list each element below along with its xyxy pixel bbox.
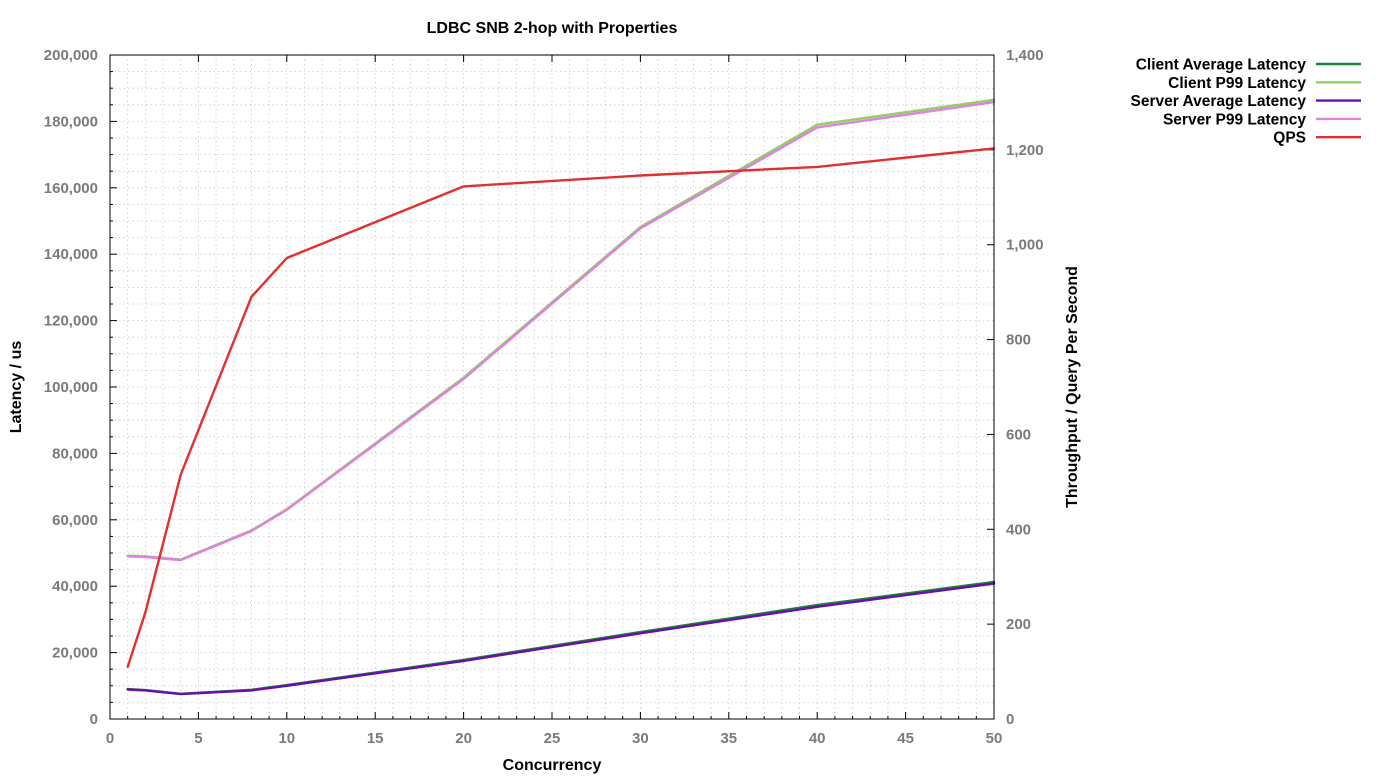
y2-axis-label: Throughput / Query Per Second (1064, 266, 1081, 508)
x-tick-label: 15 (367, 730, 384, 747)
y2-tick-label: 1,400 (1006, 47, 1044, 64)
x-axis-label: Concurrency (503, 757, 602, 774)
y2-tick-label: 0 (1006, 711, 1014, 728)
x-tick-label: 0 (106, 730, 114, 747)
y2-tick-label: 800 (1006, 332, 1031, 349)
x-tick-label: 30 (632, 730, 649, 747)
grid (110, 55, 994, 719)
y-tick-label: 100,000 (44, 379, 98, 396)
y-axis-label: Latency / us (8, 341, 25, 434)
y-tick-label: 60,000 (52, 512, 98, 529)
y-tick-label: 140,000 (44, 246, 98, 263)
y-tick-label: 0 (90, 711, 98, 728)
y-tick-label: 180,000 (44, 113, 98, 130)
legend-label-qps: QPS (1273, 130, 1306, 147)
x-tick-label: 45 (897, 730, 914, 747)
series-line-server-average-latency (126, 582, 996, 696)
y-tick-label: 200,000 (44, 47, 98, 64)
y2-tick-label: 1,000 (1006, 237, 1044, 254)
legend-label-server-average-latency: Server Average Latency (1131, 93, 1307, 110)
legend-label-client-average-latency: Client Average Latency (1136, 57, 1307, 74)
y2-tick-label: 200 (1006, 616, 1031, 633)
series-line-qps (126, 147, 996, 668)
x-tick-label: 20 (455, 730, 472, 747)
legend-label-server-p99-latency: Server P99 Latency (1163, 111, 1306, 128)
x-tick-label: 10 (278, 730, 295, 747)
series-line-client-p99-latency (126, 98, 996, 561)
x-tick-label: 25 (544, 730, 561, 747)
x-tick-label: 40 (809, 730, 826, 747)
y2-tick-label: 400 (1006, 521, 1031, 538)
plot-frame (109, 54, 995, 720)
y-tick-label: 20,000 (52, 645, 98, 662)
y-tick-label: 40,000 (52, 578, 98, 595)
y-tick-label: 160,000 (44, 180, 98, 197)
y2-tick-label: 1,200 (1006, 142, 1044, 159)
legend-label-client-p99-latency: Client P99 Latency (1168, 75, 1306, 92)
x-tick-label: 35 (720, 730, 737, 747)
y2-tick-label: 600 (1006, 426, 1031, 443)
x-tick-label: 5 (194, 730, 202, 747)
y-tick-label: 80,000 (52, 445, 98, 462)
tick-labels: 0 5 10 15 20 25 30 35 40 45 50020,00040,00060,0008… (44, 47, 1044, 747)
chart-title: LDBC SNB 2-hop with Properties (427, 20, 678, 37)
x-tick-label: 50 (986, 730, 1003, 747)
series-lines (126, 98, 996, 696)
series-line-server-p99-latency (126, 100, 996, 562)
series-line-client-average-latency (126, 580, 996, 695)
y-tick-label: 120,000 (44, 313, 98, 330)
